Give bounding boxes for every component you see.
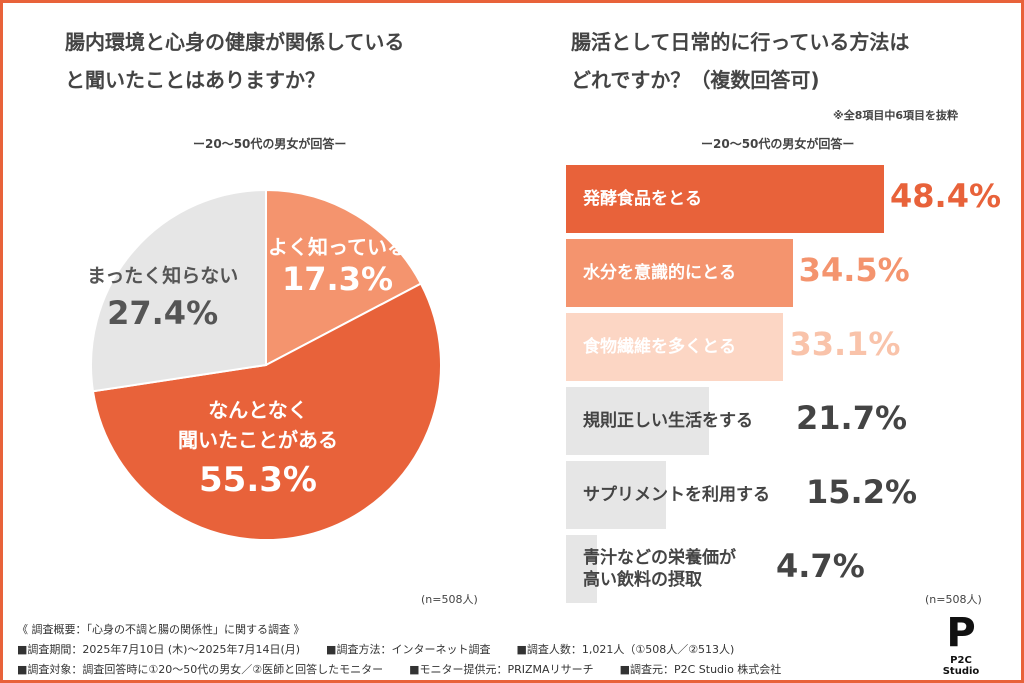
bar-value-2: 33.1% [789,325,901,363]
right-subtitle: ー20～50代の男女が回答ー [701,137,855,151]
footer-row-1: ■調査期間：2025年7月10日 (木)～2025年7月14日(月) ■調査方法：… [17,643,735,656]
pie-label-slice-2: まったく知らない 27.4% [87,265,239,332]
bar-label-1: 水分を意識的にとる [583,263,736,283]
bar-value-4: 15.2% [806,473,918,511]
bar-value-1: 34.5% [798,251,910,289]
bar-1 [566,239,793,307]
bar-value-0: 48.4% [890,177,1002,215]
bar-label-5: 青汁などの栄養価が 高い飲料の摂取 [583,548,736,590]
right-title: 腸活として日常的に行っている方法は どれですか？（複数回答可) [571,30,910,92]
footer-row-2: ■調査対象：調査回答時に①20～50代の男女／②医師と回答したモニター ■モニター… [17,663,782,676]
bar-label-4: サプリメントを利用する [583,485,770,505]
left-title: 腸内環境と心身の健康が関係している と聞いたことはありますか？ [65,30,405,92]
pie-label-slice-1: なんとなく 聞いたことがある 55.3% [178,398,338,500]
bar-2 [566,313,784,381]
bar-5 [566,535,597,603]
pie-chart [90,188,442,541]
left-sample-size: (n=508人) [421,593,478,606]
bar-label-3: 規則正しい生活をする [583,411,753,431]
bar-4 [566,461,666,529]
footer-heading: 《 調査概要：「心身の不調と腸の関係性」に関する調査 》 [17,623,305,636]
logo: P P2C Studio [933,611,989,677]
logo-mark: P [946,610,976,656]
pie-label-slice-0: よく知っている 17.3% [268,235,407,298]
pie-slice-2 [90,188,267,393]
left-subtitle: ー20～50代の男女が回答ー [193,137,347,151]
bar-value-5: 4.7% [776,547,865,585]
pie-slice-1 [91,282,442,541]
pie-slice-0 [265,188,423,367]
bar-label-2: 食物繊維を多くとる [583,337,736,357]
bar-value-3: 21.7% [796,399,908,437]
right-note: ※全8項目中6項目を抜粋 [833,109,959,122]
bar-label-0: 発酵食品をとる [583,189,702,209]
bar-0 [566,165,884,233]
bar-3 [566,387,709,455]
right-sample-size: (n=508人) [925,593,982,606]
